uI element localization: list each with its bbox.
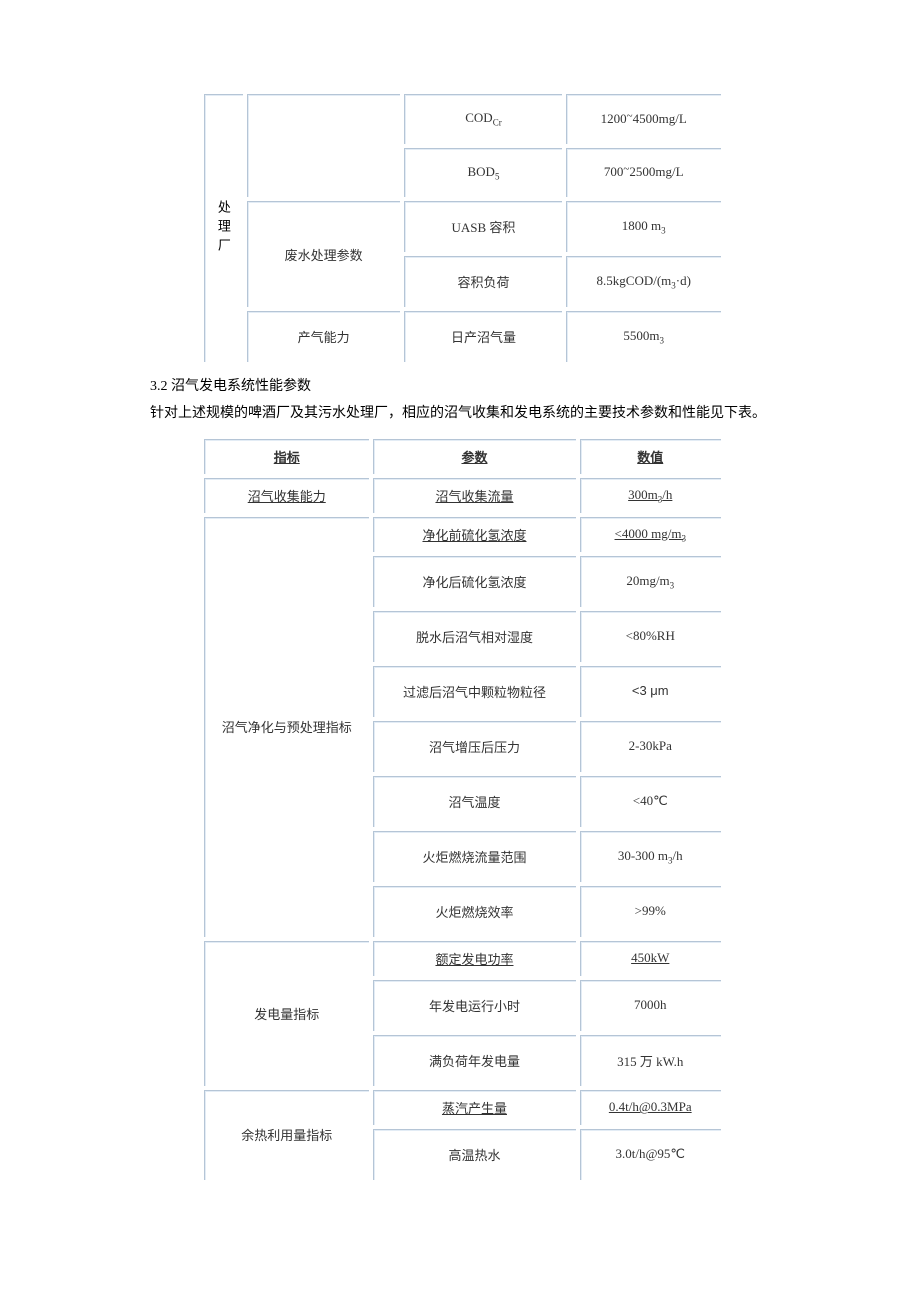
text: COD — [465, 110, 492, 125]
param-cell: 沼气收集流量 — [373, 478, 575, 513]
value-cell: 20mg/m3 — [580, 556, 722, 607]
text: 8.5kgCOD/(m — [597, 273, 672, 288]
category-cell: 废水处理参数 — [247, 201, 401, 307]
category-cell: 产气能力 — [247, 311, 401, 362]
param-cell: 净化后硫化氢浓度 — [373, 556, 575, 607]
section-body: 针对上述规模的啤酒厂及其污水处理厂，相应的沼气收集和发电系统的主要技术参数和性能… — [150, 403, 770, 425]
text: 20mg/m — [626, 573, 669, 588]
table-row: 余热利用量指标 蒸汽产生量 0.4t/h@0.3MPa — [204, 1090, 721, 1125]
table-row: 沼气净化与预处理指标 净化前硫化氢浓度 <4000 mg/m3 — [204, 517, 721, 552]
param-cell: 额定发电功率 — [373, 941, 575, 976]
value-cell: <40℃ — [580, 776, 722, 827]
text: ·d) — [676, 273, 691, 288]
category-cell: 发电量指标 — [204, 941, 369, 1086]
value-cell: 450kW — [580, 941, 722, 976]
left-category-cell: 处理厂 — [204, 94, 243, 362]
param-cell: BOD5 — [404, 148, 562, 198]
value-cell: 5500m3 — [566, 311, 721, 362]
table-row: 沼气收集能力 沼气收集流量 300m3/h — [204, 478, 721, 513]
column-header: 数值 — [580, 439, 722, 474]
subscript: 3 — [681, 533, 686, 543]
subscript: 3 — [660, 335, 665, 345]
category-cell: 沼气净化与预处理指标 — [204, 517, 369, 937]
category-cell — [247, 94, 401, 197]
param-cell: 净化前硫化氢浓度 — [373, 517, 575, 552]
value-cell: <4000 mg/m3 — [580, 517, 722, 552]
text: 700 — [604, 164, 624, 179]
wastewater-table: 处理厂 CODCr 1200~4500mg/L BOD5 700~2500mg/… — [200, 90, 725, 366]
value-cell: 315 万 kW.h — [580, 1035, 722, 1086]
param-cell: 火炬燃烧效率 — [373, 886, 575, 937]
param-cell: 满负荷年发电量 — [373, 1035, 575, 1086]
value-cell: 7000h — [580, 980, 722, 1031]
value-cell: 1200~4500mg/L — [566, 94, 721, 144]
text: 1800 m — [622, 218, 661, 233]
tilde: ~ — [627, 110, 633, 122]
param-cell: 日产沼气量 — [404, 311, 562, 362]
value-cell: >99% — [580, 886, 722, 937]
value-cell: 8.5kgCOD/(m3·d) — [566, 256, 721, 307]
text: 4500mg/L — [633, 111, 687, 126]
section-heading: 3.2 沼气发电系统性能参数 — [150, 376, 770, 398]
value-cell: <80%RH — [580, 611, 722, 662]
table-row: 发电量指标 额定发电功率 450kW — [204, 941, 721, 976]
subscript: Cr — [493, 118, 502, 128]
param-cell: UASB 容积 — [404, 201, 562, 252]
param-cell: CODCr — [404, 94, 562, 144]
text: 2500mg/L — [629, 164, 683, 179]
value-cell: 700~2500mg/L — [566, 148, 721, 198]
subscript: 3 — [661, 225, 666, 235]
param-cell: 沼气温度 — [373, 776, 575, 827]
column-header: 参数 — [373, 439, 575, 474]
value-cell: 30-300 m3/h — [580, 831, 722, 882]
param-cell: 过滤后沼气中颗粒物粒径 — [373, 666, 575, 717]
param-cell: 高温热水 — [373, 1129, 575, 1180]
biogas-table: 指标 参数 数值 沼气收集能力 沼气收集流量 300m3/h 沼气净化与预处理指… — [200, 435, 725, 1184]
param-cell: 蒸汽产生量 — [373, 1090, 575, 1125]
text: <3 μm — [632, 683, 669, 698]
param-cell: 脱水后沼气相对湿度 — [373, 611, 575, 662]
text: /h — [662, 487, 672, 502]
category-cell: 余热利用量指标 — [204, 1090, 369, 1180]
value-cell: 2-30kPa — [580, 721, 722, 772]
text: <4000 mg/m — [615, 526, 682, 541]
param-cell: 容积负荷 — [404, 256, 562, 307]
subscript: 3 — [670, 580, 675, 590]
value-cell: 300m3/h — [580, 478, 722, 513]
text: 30-300 m — [618, 848, 668, 863]
table-row: 指标 参数 数值 — [204, 439, 721, 474]
value-cell: 1800 m3 — [566, 201, 721, 252]
value-cell: 0.4t/h@0.3MPa — [580, 1090, 722, 1125]
text: 5500m — [623, 328, 659, 343]
param-cell: 沼气增压后压力 — [373, 721, 575, 772]
subscript: 5 — [495, 171, 500, 181]
column-header: 指标 — [204, 439, 369, 474]
param-cell: 火炬燃烧流量范围 — [373, 831, 575, 882]
tilde: ~ — [623, 163, 629, 175]
param-cell: 年发电运行小时 — [373, 980, 575, 1031]
text: /h — [673, 848, 683, 863]
text: BOD — [468, 164, 495, 179]
value-cell: <3 μm — [580, 666, 722, 717]
text: 1200 — [601, 111, 627, 126]
text: 300m — [628, 487, 658, 502]
category-cell: 沼气收集能力 — [204, 478, 369, 513]
value-cell: 3.0t/h@95℃ — [580, 1129, 722, 1180]
